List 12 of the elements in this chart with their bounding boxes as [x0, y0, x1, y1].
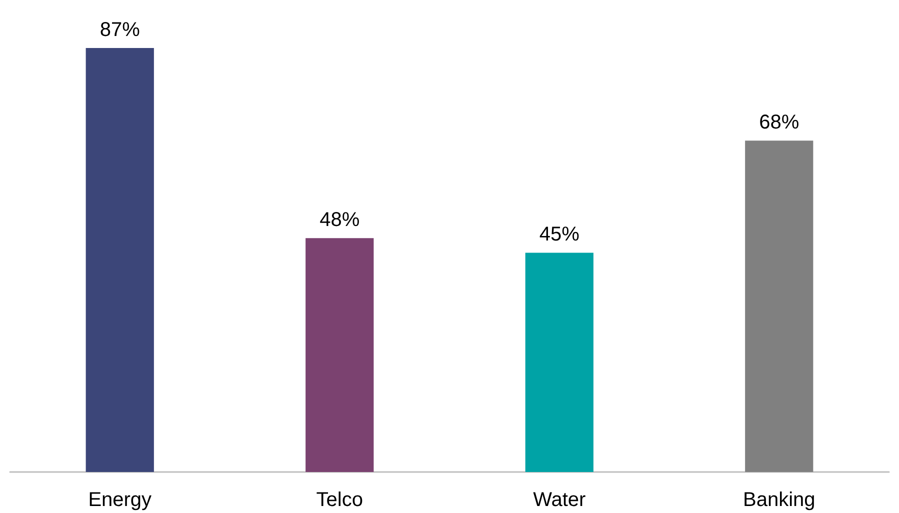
bar: [525, 252, 594, 472]
x-tick-label: Telco: [316, 489, 363, 511]
data-label: 48%: [320, 209, 360, 232]
bar: [745, 140, 814, 472]
x-tick-label: Water: [533, 489, 586, 511]
data-label: 45%: [539, 224, 580, 246]
data-label: 68%: [759, 112, 800, 134]
bar: [306, 238, 374, 472]
data-label: 87%: [100, 19, 140, 41]
x-tick-label: Energy: [88, 489, 152, 511]
bar: [86, 48, 154, 472]
x-tick-label: Banking: [742, 489, 816, 511]
